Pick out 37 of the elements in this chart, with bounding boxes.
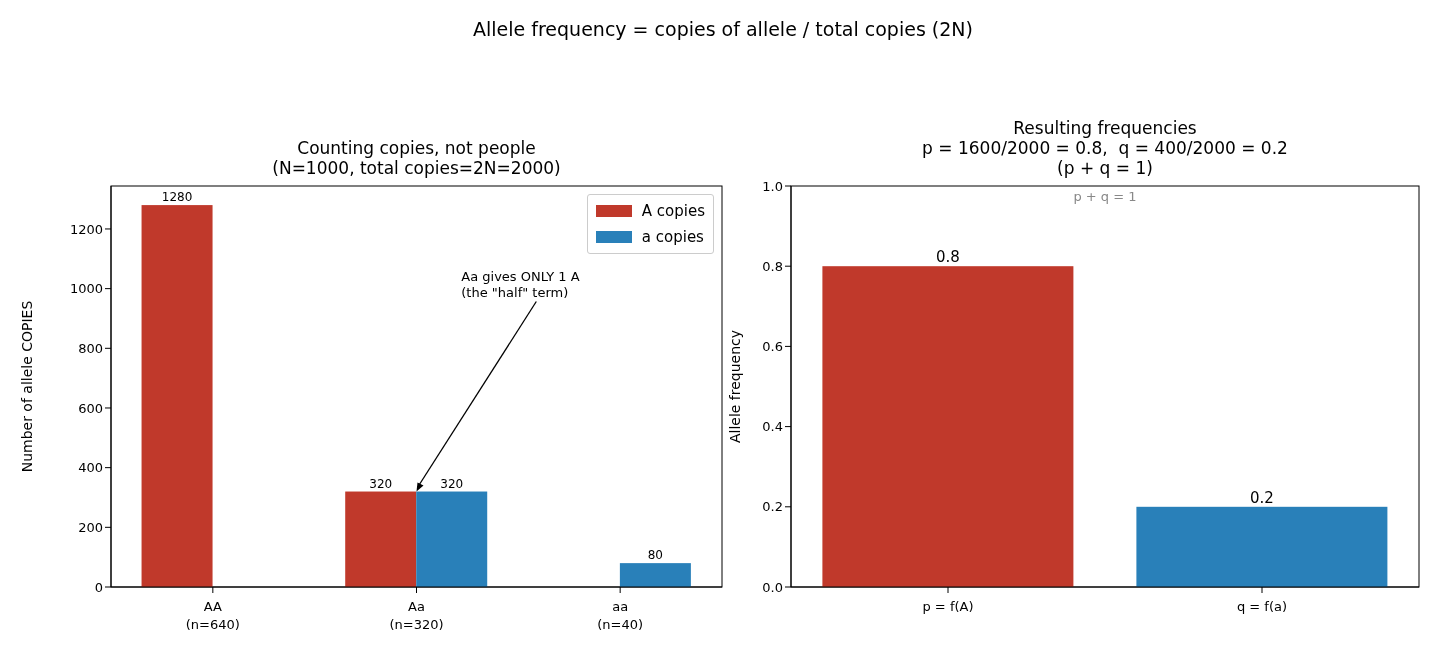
y-axis-title: Number of allele COPIES — [18, 300, 35, 473]
bar — [345, 491, 417, 587]
y-tick-label: 0.6 — [762, 339, 783, 355]
y-tick-label: 800 — [78, 340, 103, 356]
data-label: 0.2 — [1249, 488, 1274, 507]
x-tick-label: aa (n=40) — [597, 599, 644, 632]
y-tick-label: 400 — [78, 460, 103, 476]
y-axis-title: Allele frequency — [726, 329, 743, 444]
y-tick-label: 1.0 — [762, 178, 783, 194]
x-tick-label: AA (n=640) — [185, 599, 240, 632]
y-tick-label: 600 — [78, 400, 103, 416]
data-label: 1280 — [161, 190, 193, 205]
y-tick-label: 0 — [94, 579, 103, 595]
x-tick-label: p = f(A) — [922, 599, 974, 614]
chart-title: Allele frequency = copies of allele / total copies (2N) — [472, 18, 974, 40]
y-tick-label: 0.4 — [762, 419, 783, 435]
chart-title: Resulting frequencies p = 1600/2000 = 0.8, q = 400/2000 = 0.2 (p + q = 1) — [921, 118, 1289, 178]
annotation: p + q = 1 — [1072, 189, 1138, 204]
x-tick-label: Aa (n=320) — [389, 599, 444, 632]
bar — [416, 491, 488, 587]
bar — [141, 205, 213, 587]
y-tick-label: 200 — [78, 519, 103, 535]
legend-label: A copies — [641, 201, 705, 222]
data-label: 320 — [369, 476, 393, 491]
data-label: 320 — [440, 476, 464, 491]
data-label: 80 — [647, 548, 664, 563]
y-tick-label: 0.8 — [762, 258, 783, 274]
chart-subtitle: Counting copies, not people (N=1000, total copies=2N=2000) — [271, 138, 562, 178]
annotation: Aa gives ONLY 1 A (the "half" term) — [461, 268, 580, 301]
bar — [619, 563, 691, 587]
y-tick-label: 0.2 — [762, 499, 783, 515]
x-tick-label: q = f(a) — [1236, 599, 1288, 614]
y-tick-label: 1200 — [69, 221, 103, 237]
data-label: 0.8 — [935, 248, 960, 267]
y-tick-label: 1000 — [69, 281, 103, 297]
legend-label: a copies — [641, 227, 704, 248]
y-tick-label: 0.0 — [762, 579, 783, 595]
